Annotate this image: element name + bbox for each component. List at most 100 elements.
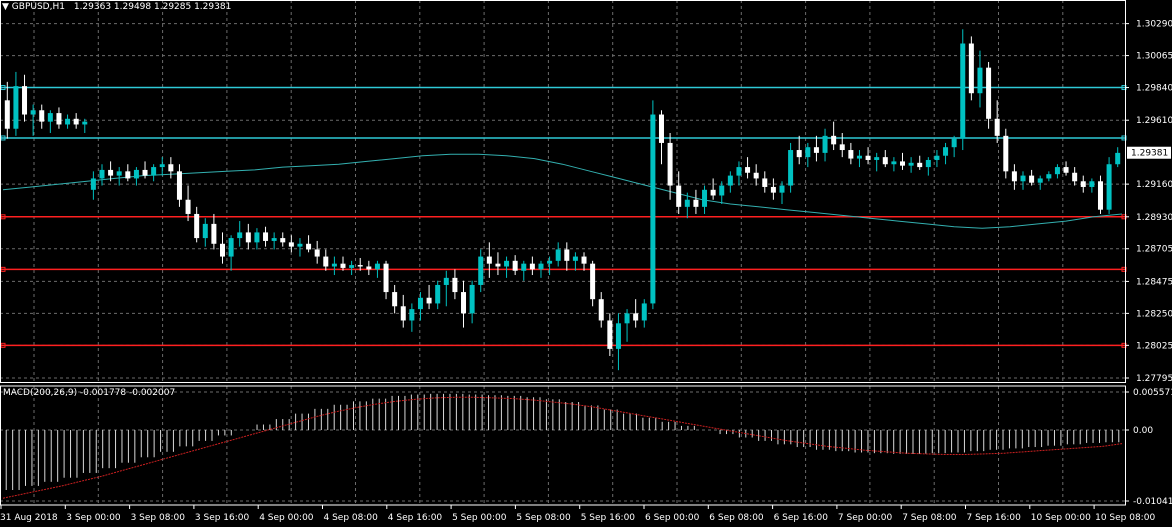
candle-body[interactable]	[99, 169, 105, 179]
candle-body[interactable]	[779, 185, 785, 193]
candle-body[interactable]	[994, 118, 1000, 136]
candle-body[interactable]	[245, 232, 251, 243]
candle-body[interactable]	[1003, 135, 1009, 172]
candle-body[interactable]	[263, 232, 269, 241]
candle-body[interactable]	[753, 172, 759, 179]
candle-body[interactable]	[461, 292, 467, 314]
candle-body[interactable]	[813, 147, 819, 153]
candle-body[interactable]	[693, 199, 699, 207]
candle-body[interactable]	[624, 313, 630, 324]
candle-body[interactable]	[943, 147, 949, 156]
candle-body[interactable]	[900, 161, 906, 166]
candle-body[interactable]	[1080, 181, 1086, 187]
candle-body[interactable]	[805, 147, 811, 158]
candle-body[interactable]	[219, 243, 225, 257]
candles[interactable]	[4, 29, 1121, 371]
candle-body[interactable]	[1020, 175, 1026, 182]
candle-body[interactable]	[4, 100, 10, 129]
horizontal-levels[interactable]	[0, 85, 1127, 348]
candle-body[interactable]	[409, 309, 415, 321]
candle-body[interactable]	[934, 155, 940, 160]
candle-body[interactable]	[598, 299, 604, 321]
candle-body[interactable]	[452, 277, 458, 293]
candle-body[interactable]	[856, 155, 862, 159]
candle-body[interactable]	[357, 265, 363, 267]
candle-body[interactable]	[1054, 167, 1060, 175]
candle-body[interactable]	[65, 118, 71, 125]
candle-body[interactable]	[22, 86, 28, 115]
candle-body[interactable]	[125, 171, 131, 179]
candle-body[interactable]	[237, 232, 243, 239]
candle-body[interactable]	[383, 263, 389, 293]
candle-body[interactable]	[469, 284, 475, 314]
candle-body[interactable]	[426, 297, 432, 304]
candle-body[interactable]	[228, 238, 234, 257]
candle-body[interactable]	[417, 297, 423, 310]
candle-body[interactable]	[133, 169, 139, 179]
candle-body[interactable]	[607, 320, 613, 349]
candle-body[interactable]	[641, 303, 647, 321]
candle-body[interactable]	[194, 213, 200, 239]
candle-body[interactable]	[615, 323, 621, 349]
candle-body[interactable]	[185, 199, 191, 214]
candle-body[interactable]	[874, 157, 880, 160]
candle-body[interactable]	[770, 186, 776, 193]
candle-body[interactable]	[822, 135, 828, 153]
candle-body[interactable]	[831, 135, 837, 145]
candle-body[interactable]	[917, 162, 923, 168]
candle-body[interactable]	[762, 178, 768, 187]
candle-body[interactable]	[1046, 174, 1052, 179]
candle-body[interactable]	[710, 189, 716, 196]
candle-body[interactable]	[839, 144, 845, 151]
candle-body[interactable]	[82, 121, 88, 125]
candle-body[interactable]	[590, 263, 596, 300]
candle-body[interactable]	[891, 161, 897, 165]
candle-body[interactable]	[719, 185, 725, 196]
candle-body[interactable]	[486, 256, 492, 264]
candle-body[interactable]	[1063, 167, 1069, 173]
candle-body[interactable]	[495, 263, 501, 267]
candle-body[interactable]	[56, 113, 62, 125]
candle-body[interactable]	[865, 155, 871, 160]
candle-body[interactable]	[977, 67, 983, 94]
candle-body[interactable]	[882, 157, 888, 165]
candle-body[interactable]	[211, 223, 217, 244]
candle-body[interactable]	[676, 185, 682, 207]
candle-body[interactable]	[202, 223, 208, 239]
candle-body[interactable]	[555, 249, 561, 261]
candle-body[interactable]	[1037, 178, 1043, 183]
candle-body[interactable]	[108, 169, 114, 176]
candle-body[interactable]	[392, 292, 398, 307]
candle-body[interactable]	[572, 256, 578, 261]
candle-body[interactable]	[1097, 181, 1103, 210]
candle-body[interactable]	[323, 256, 329, 267]
candle-body[interactable]	[581, 256, 587, 264]
candle-body[interactable]	[1089, 181, 1095, 187]
candle-body[interactable]	[349, 265, 355, 268]
candle-body[interactable]	[30, 110, 36, 115]
candle-body[interactable]	[564, 249, 570, 261]
candle-body[interactable]	[374, 263, 380, 270]
candle-body[interactable]	[1106, 164, 1112, 210]
macd-subwindow[interactable]	[2, 393, 1123, 499]
candle-body[interactable]	[47, 113, 53, 122]
candle-body[interactable]	[314, 249, 320, 257]
candle-body[interactable]	[538, 263, 544, 270]
candle-body[interactable]	[960, 43, 966, 139]
candle-body[interactable]	[13, 86, 19, 129]
candle-body[interactable]	[529, 263, 535, 270]
candle-body[interactable]	[1115, 152, 1121, 165]
candle-body[interactable]	[658, 114, 664, 143]
candle-body[interactable]	[73, 118, 79, 125]
candle-body[interactable]	[1011, 171, 1017, 182]
candle-body[interactable]	[90, 178, 96, 190]
candle-body[interactable]	[331, 263, 337, 267]
candle-body[interactable]	[908, 162, 914, 166]
candle-body[interactable]	[745, 167, 751, 173]
candle-body[interactable]	[271, 238, 277, 241]
candle-body[interactable]	[736, 167, 742, 176]
candle-body[interactable]	[504, 260, 510, 267]
candle-body[interactable]	[288, 242, 294, 247]
candle-body[interactable]	[366, 266, 372, 270]
